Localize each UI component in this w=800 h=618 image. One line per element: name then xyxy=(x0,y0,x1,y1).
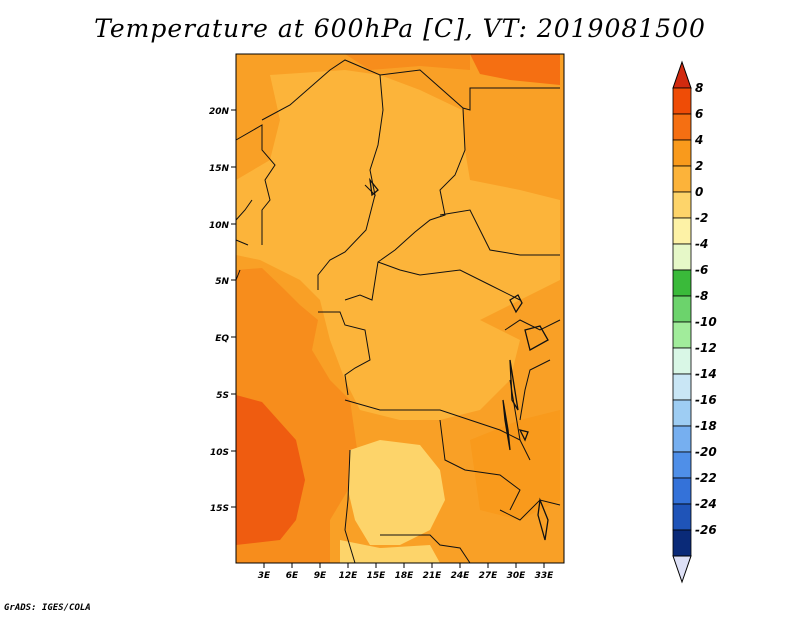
colorbar-label: -6 xyxy=(695,263,708,277)
colorbar-swatch xyxy=(672,243,692,271)
temperature-field xyxy=(236,54,564,563)
colorbar-swatch xyxy=(672,295,692,323)
colorbar-label: -18 xyxy=(695,419,717,433)
lat-label: 10N xyxy=(209,221,230,231)
colorbar-swatch xyxy=(672,529,692,557)
lon-label: 3E xyxy=(258,571,271,581)
colorbar-swatch xyxy=(672,503,692,531)
lat-label: 5N xyxy=(215,277,229,287)
lat-label: 20N xyxy=(209,107,230,117)
colorbar-label: -16 xyxy=(695,393,717,407)
colorbar-swatch xyxy=(672,165,692,193)
country-borders xyxy=(235,59,561,564)
colorbar-label: -22 xyxy=(695,471,717,485)
colorbar-label: -2 xyxy=(695,211,708,225)
lon-label: 6E xyxy=(286,571,299,581)
lon-label: 21E xyxy=(423,571,443,581)
lat-label: EQ xyxy=(215,334,229,344)
colorbar-swatch xyxy=(672,425,692,453)
lon-label: 33E xyxy=(535,571,555,581)
colorbar-label: 6 xyxy=(695,107,703,121)
lat-label: 15N xyxy=(209,164,230,174)
lon-label: 30E xyxy=(507,571,527,581)
lat-label: 5S xyxy=(216,391,229,401)
map-frame xyxy=(235,53,565,564)
colorbar-swatch xyxy=(672,399,692,427)
colorbar-swatch xyxy=(672,373,692,401)
colorbar-label: 2 xyxy=(695,159,703,173)
colorbar-bottom-arrow xyxy=(672,555,692,584)
lon-label: 12E xyxy=(339,571,359,581)
colorbar-swatch xyxy=(672,347,692,375)
colorbar-label: -14 xyxy=(695,367,717,381)
colorbar-label: -8 xyxy=(695,289,708,303)
lakes xyxy=(369,177,549,541)
colorbar-label: -20 xyxy=(695,445,717,459)
colorbar-top-arrow xyxy=(672,60,692,89)
colorbar-swatch xyxy=(672,87,692,115)
colorbar-label: -26 xyxy=(695,523,717,537)
colorbar-swatch xyxy=(672,477,692,505)
lon-label: 27E xyxy=(479,571,499,581)
grads-credit: GrADS: IGES/COLA xyxy=(4,603,91,613)
lon-label: 9E xyxy=(314,571,327,581)
lat-label: 15S xyxy=(210,504,229,514)
colorbar-label: -4 xyxy=(695,237,708,251)
colorbar-label: -12 xyxy=(695,341,717,355)
latitude-labels: 20N 15N 10N 5N EQ 5S 10S 15S xyxy=(209,107,230,514)
longitude-labels: 3E 6E 9E 12E 15E 18E 21E 24E 27E 30E 33E xyxy=(258,571,554,581)
colorbar: 8 6 4 2 0 -2 -4 -6 -8 -10 -12 -14 -16 -18 -20 -22 -24 -26 xyxy=(672,60,717,584)
colorbar-label: -10 xyxy=(695,315,717,329)
colorbar-label: 0 xyxy=(695,185,703,199)
colorbar-label: 4 xyxy=(694,133,703,147)
colorbar-swatch xyxy=(672,113,692,141)
colorbar-swatch xyxy=(672,191,692,219)
map-title: Temperature at 600hPa [C], VT: 201908150… xyxy=(94,14,706,43)
tick-marks xyxy=(231,109,545,568)
colorbar-swatch xyxy=(672,217,692,245)
colorbar-label: -24 xyxy=(695,497,717,511)
colorbar-swatch xyxy=(672,321,692,349)
colorbar-swatch xyxy=(672,139,692,167)
lon-label: 24E xyxy=(451,571,471,581)
colorbar-swatch xyxy=(672,269,692,297)
lat-label: 10S xyxy=(210,448,229,458)
colorbar-label: 8 xyxy=(695,81,703,95)
lon-label: 18E xyxy=(395,571,415,581)
lon-label: 15E xyxy=(367,571,387,581)
colorbar-swatch xyxy=(672,451,692,479)
